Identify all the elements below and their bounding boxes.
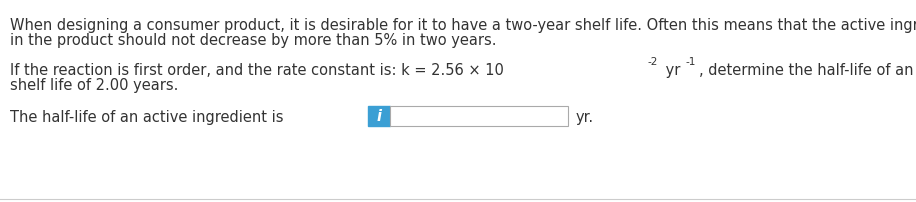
Text: shelf life of 2.00 years.: shelf life of 2.00 years. [10, 78, 179, 93]
Text: -2: -2 [648, 57, 658, 67]
Text: -1: -1 [686, 57, 696, 67]
Text: , determine the half-life of an active ingredient that has a: , determine the half-life of an active i… [699, 63, 916, 78]
Text: When designing a consumer product, it is desirable for it to have a two-year she: When designing a consumer product, it is… [10, 18, 916, 33]
Text: yr: yr [660, 63, 680, 78]
FancyBboxPatch shape [390, 106, 568, 126]
FancyBboxPatch shape [368, 106, 390, 126]
Text: If the reaction is first order, and the rate constant is: k = 2.56 × 10: If the reaction is first order, and the … [10, 63, 504, 78]
Text: The half-life of an active ingredient is: The half-life of an active ingredient is [10, 109, 283, 124]
Text: in the product should not decrease by more than 5% in two years.: in the product should not decrease by mo… [10, 33, 496, 48]
Text: yr.: yr. [576, 109, 594, 124]
Text: i: i [376, 109, 381, 124]
